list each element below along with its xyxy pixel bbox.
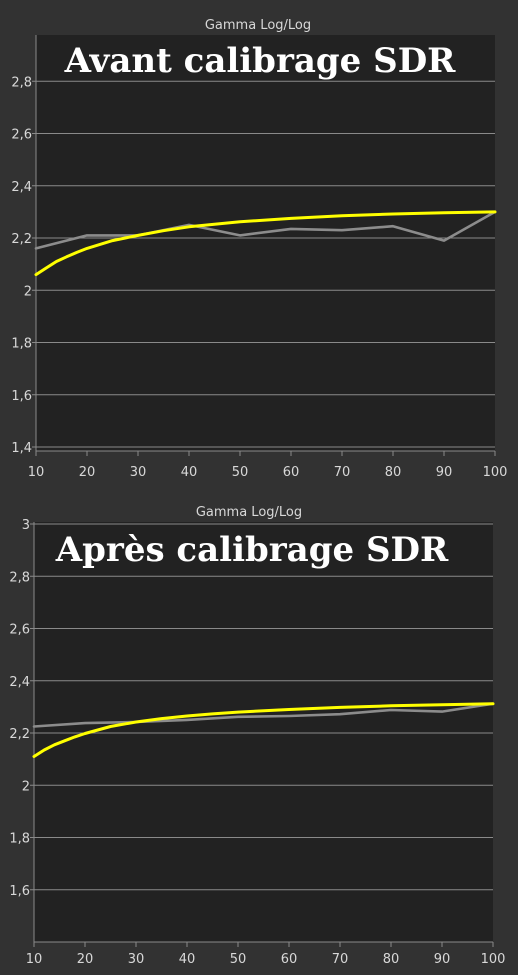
x-tick-label: 10: [26, 952, 43, 967]
y-tick-label: 2,6: [9, 623, 30, 638]
target-gamma-line: [34, 210, 497, 277]
y-tick-label: 2,2: [11, 232, 32, 247]
x-tick-label: 80: [385, 465, 402, 480]
x-tick-label: 50: [230, 952, 247, 967]
x-tick-label: 30: [128, 952, 145, 967]
x-tick-label: 20: [77, 952, 94, 967]
measured-gamma-line: [34, 210, 497, 250]
overlay-title: Avant calibrage SDR: [64, 41, 457, 81]
plot-area: [36, 35, 495, 451]
x-tick-label: 50: [232, 465, 249, 480]
x-tick-label: 90: [436, 465, 453, 480]
x-tick-label: 100: [481, 952, 506, 967]
x-tick-label: 20: [79, 465, 96, 480]
x-tick-label: 10: [28, 465, 45, 480]
chart-before-calibration: 1,4 1,6 1,8 2 2,2 2,4 2,6 2,8 10 20 30 40 50 60 70 80 90…: [11, 18, 507, 480]
x-tick-label: 40: [179, 952, 196, 967]
y-tick-label: 2: [22, 779, 30, 794]
x-tick-label: 40: [181, 465, 198, 480]
y-tick-label: 2,2: [9, 727, 30, 742]
x-tick-label: 90: [434, 952, 451, 967]
y-tick-label: 1,4: [11, 441, 32, 456]
y-tick-label: 1,6: [11, 389, 32, 404]
y-tick-label: 1,8: [9, 832, 30, 847]
y-tick-label: 2,8: [11, 75, 32, 90]
x-tick-label: 30: [130, 465, 147, 480]
plot-area: [34, 522, 493, 942]
chart-after-calibration: 1,6 1,8 2 2,2 2,4 2,6 2,8 3 10 20 30 40 50 60 70 80 90 10…: [9, 505, 505, 967]
chart-title: Gamma Log/Log: [205, 18, 311, 33]
x-tick-label: 70: [334, 465, 351, 480]
overlay-title: Après calibrage SDR: [55, 530, 449, 570]
measured-gamma-line: [32, 702, 495, 728]
x-tick-label: 60: [281, 952, 298, 967]
y-tick-label: 1,6: [9, 884, 30, 899]
x-tick-label: 80: [383, 952, 400, 967]
x-tick-label: 60: [283, 465, 300, 480]
y-tick-label: 2,8: [9, 570, 30, 585]
y-tick-label: 2,4: [9, 675, 30, 690]
y-tick-label: 1,8: [11, 337, 32, 352]
y-tick-label: 3: [22, 518, 30, 533]
chart-title: Gamma Log/Log: [196, 505, 302, 520]
x-tick-label: 70: [332, 952, 349, 967]
y-tick-label: 2: [24, 284, 32, 299]
y-tick-label: 2,6: [11, 128, 32, 143]
target-gamma-line: [32, 702, 495, 758]
y-tick-label: 2,4: [11, 180, 32, 195]
x-tick-label: 100: [483, 465, 508, 480]
